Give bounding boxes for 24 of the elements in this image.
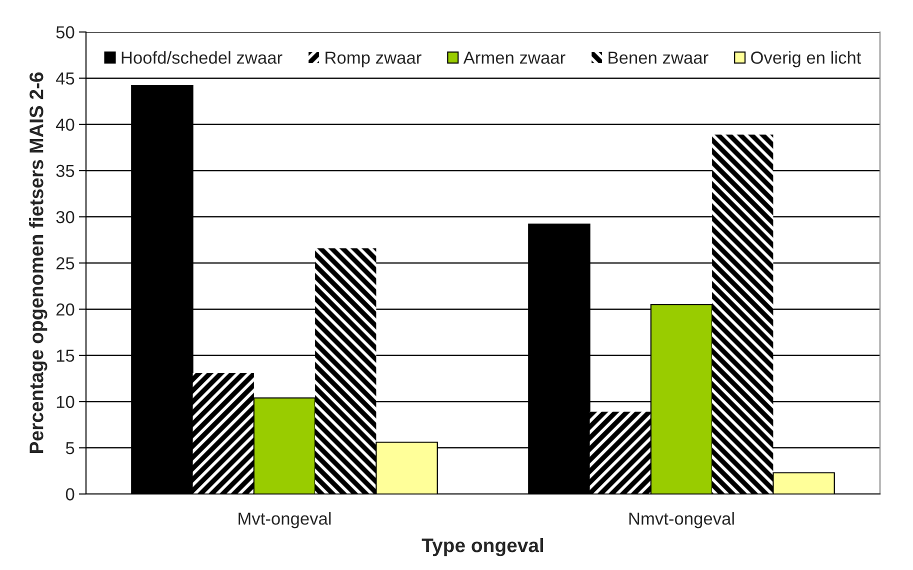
y-tick-label: 50 [56, 26, 74, 38]
legend-label: Romp zwaar [326, 52, 422, 68]
x-tick-label: Nmvt-ongeval [629, 512, 734, 528]
y-tick-label: 0 [66, 488, 74, 500]
legend-label: Overig en licht [751, 51, 862, 68]
legend-label: Hoofd/schedel zwaar [122, 51, 282, 64]
y-tick-label: 35 [56, 164, 74, 178]
legend-label: Armen zwaar [463, 52, 566, 64]
y-tick-label: 20 [56, 303, 74, 316]
y-tick-label: 30 [56, 210, 74, 224]
y-tick-label: 15 [56, 350, 74, 362]
x-tick-label: Mvt-ongeval [238, 512, 331, 528]
y-tick-label: 25 [56, 257, 74, 270]
bar [590, 412, 651, 494]
x-axis-title: Type ongeval [422, 538, 544, 556]
bar [315, 248, 376, 494]
y-tick-label: 45 [56, 72, 74, 85]
legend-label: Benen zwaar [608, 52, 708, 64]
y-tick-label: 10 [56, 396, 74, 408]
y-tick-label: 40 [56, 118, 74, 131]
bar [712, 134, 774, 494]
y-axis-title: Percentage opgenomen fietsers MAIS 2-6 [29, 72, 48, 453]
y-tick-label: 5 [66, 442, 74, 454]
bar [192, 372, 254, 494]
